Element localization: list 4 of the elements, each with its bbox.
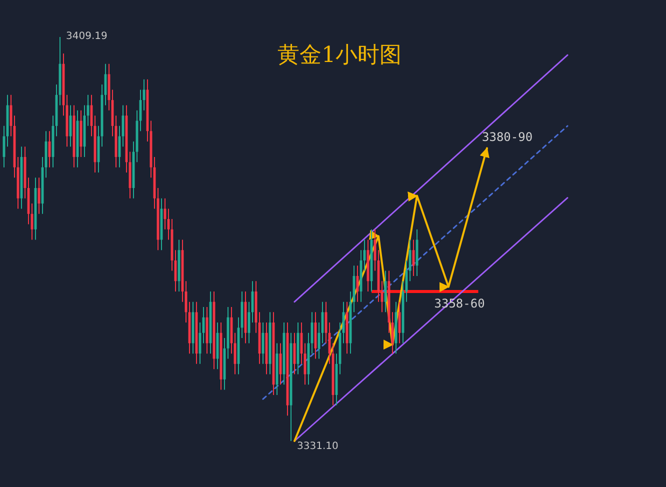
annotation: 3380-90 <box>482 130 533 144</box>
annotation: 3331.10 <box>297 441 338 452</box>
annotation: 3409.19 <box>66 31 108 42</box>
chart-title: 黄金1小时图 <box>278 43 402 68</box>
